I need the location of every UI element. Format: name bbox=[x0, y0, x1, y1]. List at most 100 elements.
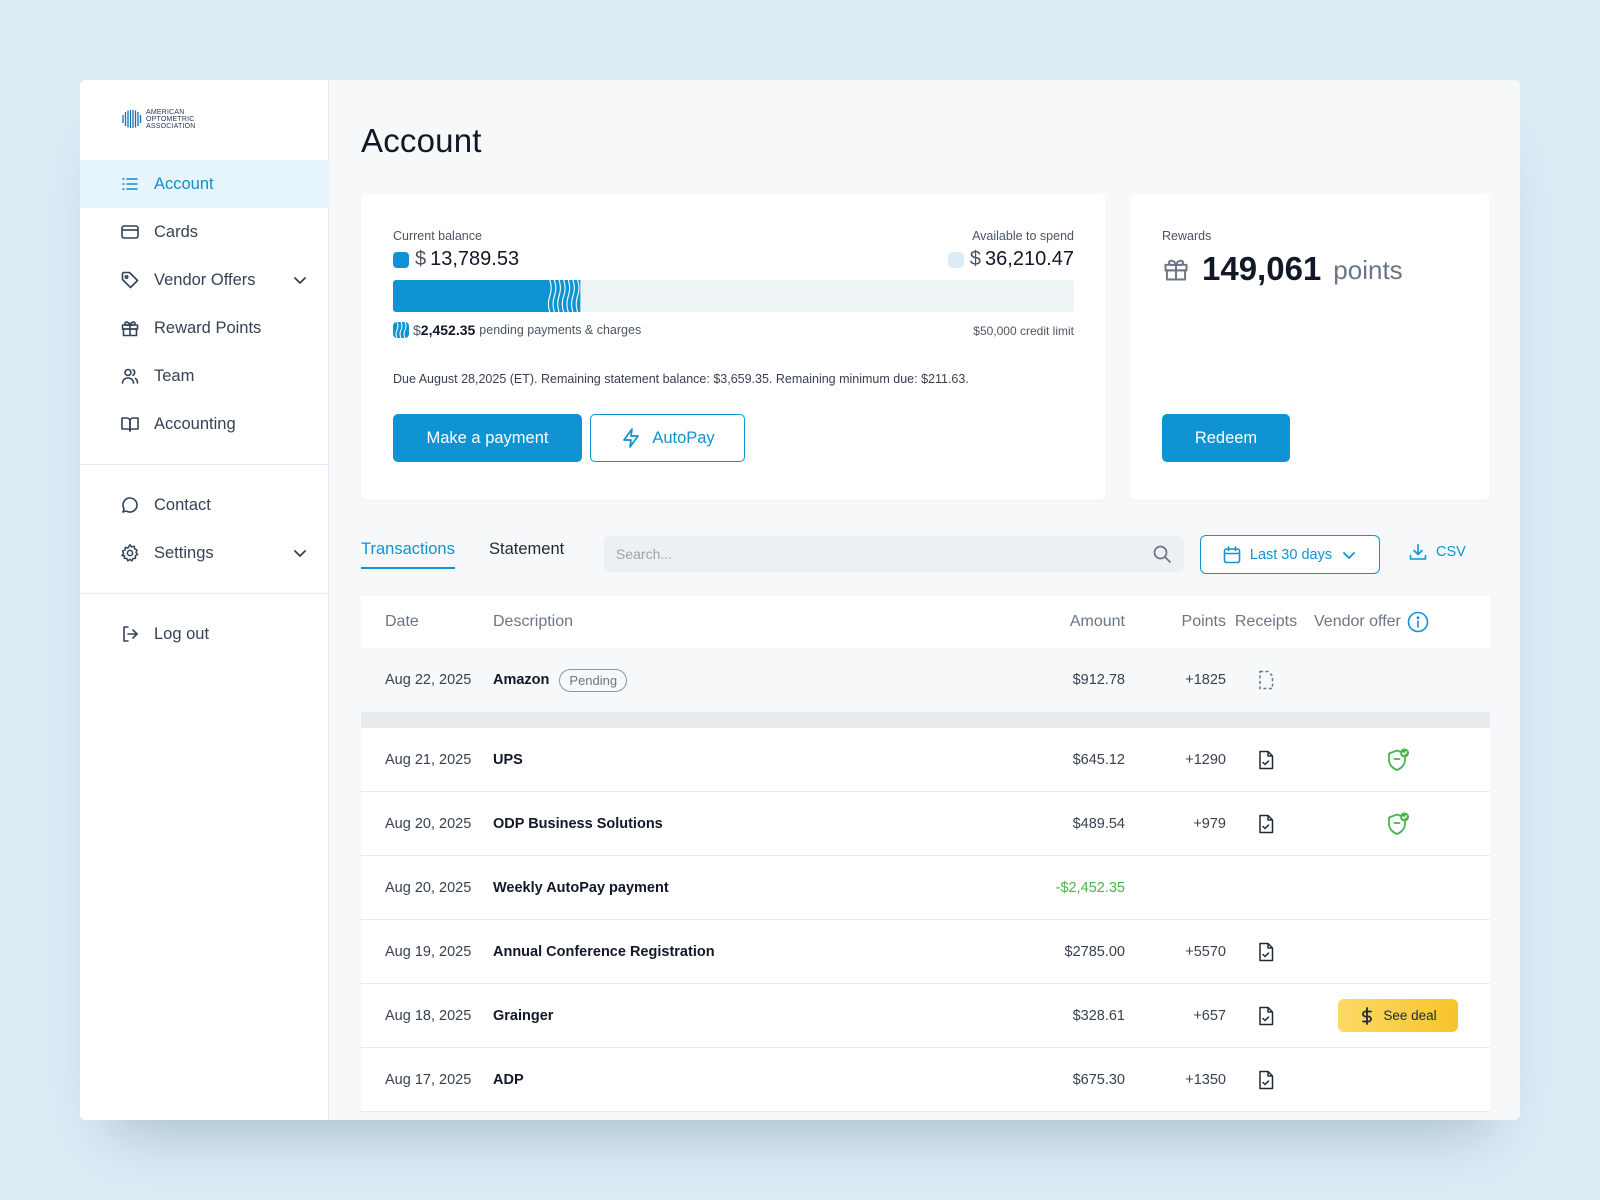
sidebar-item-label: Vendor Offers bbox=[154, 270, 256, 289]
team-icon bbox=[121, 368, 139, 384]
sidebar-item-accounting[interactable]: Accounting bbox=[80, 400, 329, 448]
transactions-table: Date Description Amount Points Receipts … bbox=[361, 596, 1490, 1112]
csv-label: CSV bbox=[1436, 544, 1466, 560]
row-description: Amazon Pending bbox=[493, 668, 933, 692]
receipt-icon[interactable] bbox=[1255, 1069, 1277, 1091]
row-date: Aug 21, 2025 bbox=[385, 751, 472, 768]
chat-icon bbox=[122, 497, 138, 513]
row-vendor-offer bbox=[1306, 811, 1490, 837]
currency-symbol: $ bbox=[969, 248, 982, 270]
receipt-icon[interactable] bbox=[1255, 813, 1277, 835]
make-payment-button[interactable]: Make a payment bbox=[393, 414, 582, 462]
chevron-down-icon[interactable] bbox=[291, 544, 309, 562]
table-row[interactable]: Aug 21, 2025 UPS $645.12 +1290 bbox=[361, 728, 1490, 792]
dollar-icon bbox=[1362, 1006, 1373, 1025]
nav-divider bbox=[80, 464, 329, 465]
date-range-dropdown[interactable]: Last 30 days bbox=[1200, 535, 1380, 574]
row-receipt bbox=[1226, 669, 1306, 691]
table-row[interactable]: Aug 17, 2025 ADP $675.30 +1350 bbox=[361, 1048, 1490, 1112]
sidebar-item-label: Settings bbox=[154, 543, 214, 562]
pending-amount: 2,452.35 bbox=[420, 322, 476, 338]
tab-statement[interactable]: Statement bbox=[489, 540, 565, 558]
redeem-label: Redeem bbox=[1194, 428, 1258, 447]
sidebar-item-contact[interactable]: Contact bbox=[80, 481, 329, 529]
sidebar-item-cards[interactable]: Cards bbox=[80, 208, 329, 256]
logout-icon bbox=[123, 626, 138, 642]
available-label: Available to spend bbox=[972, 229, 1074, 243]
credit-usage-bar bbox=[393, 280, 1074, 312]
currency-symbol: $ bbox=[415, 248, 427, 270]
header-points[interactable]: Points bbox=[1181, 613, 1226, 630]
table-row[interactable]: Aug 19, 2025 Annual Conference Registrat… bbox=[361, 920, 1490, 984]
rewards-points: 149,061 points bbox=[1162, 250, 1403, 288]
search-input[interactable] bbox=[616, 546, 1152, 562]
row-points: +979 bbox=[1193, 815, 1226, 832]
search-bar bbox=[604, 536, 1184, 572]
row-description: ADP bbox=[493, 1072, 933, 1088]
info-icon[interactable] bbox=[1407, 611, 1429, 633]
header-amount[interactable]: Amount bbox=[1069, 613, 1125, 630]
sidebar-item-logout[interactable]: Log out bbox=[80, 610, 329, 658]
rewards-card: Rewards 149,061 points Redeem bbox=[1130, 194, 1490, 500]
sidebar-item-reward-points[interactable]: Reward Points bbox=[80, 304, 329, 352]
vendor-verified-icon[interactable] bbox=[1385, 811, 1411, 837]
sidebar-item-label: Cards bbox=[154, 222, 199, 241]
row-date: Aug 20, 2025 bbox=[385, 879, 472, 896]
table-row[interactable]: Aug 18, 2025 Grainger $328.61 +657 See d… bbox=[361, 984, 1490, 1048]
row-amount: $645.12 bbox=[1072, 751, 1125, 768]
receipt-icon[interactable] bbox=[1255, 1005, 1277, 1027]
vendor-verified-icon[interactable] bbox=[1385, 747, 1411, 773]
row-points: +657 bbox=[1193, 1007, 1226, 1024]
credit-limit: $50,000 credit limit bbox=[973, 324, 1074, 338]
receipt-icon[interactable] bbox=[1255, 749, 1277, 771]
sidebar-item-settings[interactable]: Settings bbox=[80, 529, 329, 577]
sidebar-item-vendor-offers[interactable]: Vendor Offers bbox=[80, 256, 329, 304]
row-description: UPS bbox=[493, 752, 933, 768]
see-deal-button[interactable]: See deal bbox=[1338, 999, 1458, 1032]
make-payment-label: Make a payment bbox=[426, 428, 549, 447]
table-row[interactable]: Aug 20, 2025 ODP Business Solutions $489… bbox=[361, 792, 1490, 856]
csv-download-button[interactable]: CSV bbox=[1408, 542, 1466, 562]
lightning-icon bbox=[623, 428, 640, 448]
sidebar-item-label: Contact bbox=[154, 495, 211, 514]
row-description-text: ADP bbox=[493, 1071, 524, 1088]
credit-used-fill bbox=[393, 280, 548, 312]
row-description: ODP Business Solutions bbox=[493, 816, 933, 832]
row-date: Aug 20, 2025 bbox=[385, 815, 472, 832]
row-amount: $912.78 bbox=[1072, 672, 1125, 688]
header-receipts[interactable]: Receipts bbox=[1234, 613, 1298, 630]
search-icon[interactable] bbox=[1152, 544, 1172, 564]
sidebar-item-label: Team bbox=[154, 366, 195, 385]
row-receipt bbox=[1226, 813, 1306, 835]
row-description-text: ODP Business Solutions bbox=[493, 815, 663, 832]
row-amount: $328.61 bbox=[1072, 1007, 1125, 1024]
row-description: Weekly AutoPay payment bbox=[493, 880, 933, 896]
gift-icon bbox=[1164, 259, 1188, 281]
points-value: 149,061 bbox=[1202, 250, 1322, 287]
table-row[interactable]: Aug 20, 2025 Weekly AutoPay payment -$2,… bbox=[361, 856, 1490, 920]
header-vendor-offer-label: Vendor offer bbox=[1314, 613, 1401, 630]
header-date[interactable]: Date bbox=[385, 613, 419, 630]
logo-text: American Optometric Association bbox=[146, 108, 196, 130]
receipt-icon[interactable] bbox=[1255, 941, 1277, 963]
receipt-missing-icon[interactable] bbox=[1255, 669, 1277, 691]
account-nav: Log out bbox=[80, 610, 329, 658]
calendar-icon bbox=[1223, 545, 1241, 563]
pending-badge: Pending bbox=[559, 668, 628, 692]
row-amount: $489.54 bbox=[1072, 815, 1125, 832]
tab-transactions[interactable]: Transactions bbox=[361, 540, 455, 569]
header-description[interactable]: Description bbox=[493, 613, 574, 630]
autopay-button[interactable]: AutoPay bbox=[590, 414, 745, 462]
table-row-pending[interactable]: Aug 22, 2025 Amazon Pending $912.78 +182… bbox=[361, 648, 1490, 712]
logo[interactable]: American Optometric Association bbox=[120, 108, 206, 130]
sidebar-item-team[interactable]: Team bbox=[80, 352, 329, 400]
chevron-down-icon[interactable] bbox=[291, 271, 309, 289]
sidebar: American Optometric Association Account … bbox=[80, 80, 329, 1120]
redeem-button[interactable]: Redeem bbox=[1162, 414, 1290, 462]
sidebar-item-label: Reward Points bbox=[154, 318, 262, 337]
pending-swatch-icon bbox=[393, 322, 409, 338]
sidebar-item-account[interactable]: Account bbox=[80, 160, 329, 208]
row-points: +1290 bbox=[1185, 751, 1226, 768]
sidebar-item-label: Account bbox=[154, 174, 214, 193]
row-description: Annual Conference Registration bbox=[493, 944, 933, 960]
